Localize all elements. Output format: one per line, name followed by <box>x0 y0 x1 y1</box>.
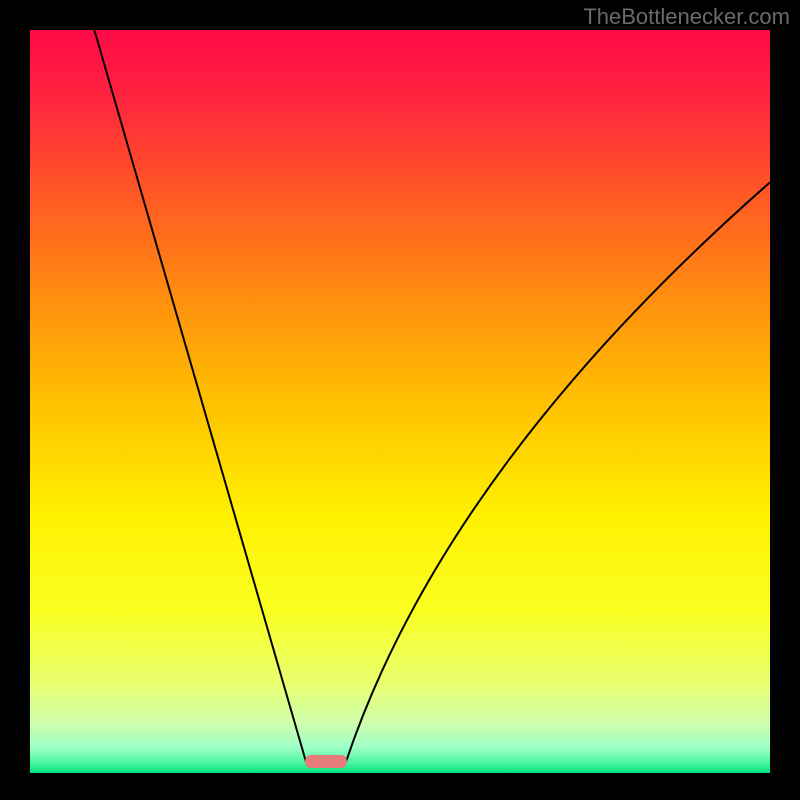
bottleneck-curve <box>30 30 770 773</box>
watermark-text: TheBottlenecker.com <box>583 4 790 30</box>
curve-left-branch <box>94 30 306 762</box>
bottleneck-marker <box>305 755 347 768</box>
chart-plot-area <box>30 30 770 773</box>
curve-right-branch <box>346 182 770 762</box>
